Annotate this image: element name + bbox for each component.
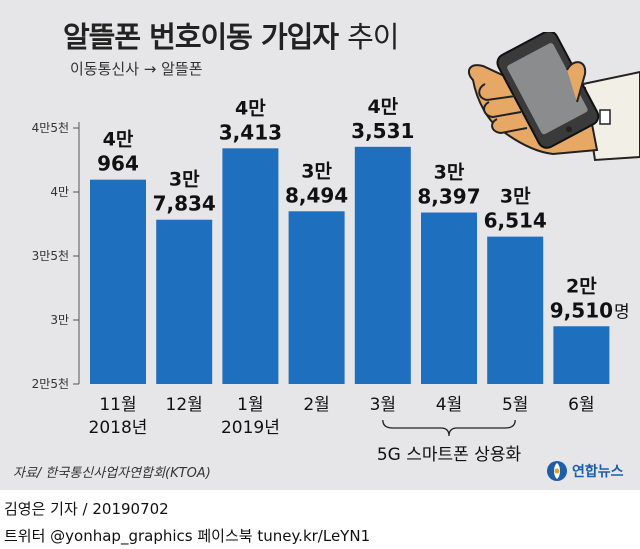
- value-label-bottom: 7,834: [153, 192, 216, 216]
- x-category-label: 1월: [237, 395, 263, 415]
- byline: 김영은 기자 / 20190702: [4, 500, 169, 518]
- value-label-top: 3만: [301, 160, 332, 182]
- x-year-label: 2018년: [89, 418, 148, 438]
- annotation-text: 5G 스마트폰 상용화: [377, 445, 522, 465]
- annotation-bracket: [382, 419, 516, 437]
- x-category-label: 2월: [303, 395, 329, 415]
- value-label-top: 3만: [169, 169, 200, 191]
- value-label-top: 4만: [235, 97, 266, 119]
- hand-holding-phone-illustration: [467, 32, 640, 162]
- bars-layer: [73, 122, 610, 385]
- x-category-label: 12월: [166, 395, 203, 415]
- y-tick-label: 2만5천: [32, 376, 69, 391]
- value-label-bottom: 8,397: [417, 185, 480, 209]
- bar-4: [288, 211, 345, 384]
- x-year-label: 2019년: [221, 418, 280, 438]
- bar-5: [354, 146, 411, 384]
- y-tick-label: 3만5천: [32, 248, 69, 263]
- bar-3: [222, 148, 279, 384]
- value-label-bottom: 964: [97, 152, 139, 176]
- y-tick-label: 4만: [50, 185, 69, 199]
- value-label-bottom: 9,510: [550, 298, 613, 322]
- x-category-label: 5월: [502, 395, 528, 415]
- bar-1: [90, 179, 146, 384]
- value-label-bottom: 6,514: [484, 209, 547, 233]
- x-category-label: 4월: [436, 395, 462, 415]
- x-category-label: 3월: [370, 395, 396, 415]
- bar-6: [421, 212, 477, 384]
- bar-chart: 2만5천3만3만5천4만4만5천4만96411월3만7,83412월4만3,41…: [32, 96, 630, 465]
- value-label-bottom: 8,494: [285, 183, 348, 207]
- x-category-label: 11월: [99, 395, 136, 415]
- value-label-bottom: 3,531: [351, 119, 414, 143]
- value-label-top: 3만: [500, 186, 531, 208]
- title-suffix: 추이: [347, 20, 399, 54]
- bar-2: [156, 219, 213, 384]
- chart-subtitle: 이동통신사 → 알뜰폰: [70, 60, 203, 78]
- bar-7: [487, 236, 544, 384]
- value-label-top: 4만: [367, 96, 398, 118]
- y-tick-label: 4만5천: [32, 120, 69, 135]
- value-label-top: 4만: [103, 129, 134, 151]
- yonhap-logo: 연합뉴스: [546, 458, 624, 484]
- value-label-top: 3만: [434, 162, 465, 184]
- chart-title: 알뜰폰 번호이동 가입자 추이: [63, 14, 399, 56]
- value-label-bottom: 3,413: [219, 120, 282, 144]
- social-handles: 트위터 @yonhap_graphics 페이스북 tuney.kr/LeYN1: [4, 527, 371, 545]
- value-label-top: 2만: [566, 275, 597, 297]
- bar-8: [553, 326, 610, 384]
- yonhap-logo-text: 연합뉴스: [572, 464, 624, 480]
- yonhap-logo-icon: [547, 461, 567, 481]
- value-unit-label: 명: [614, 302, 630, 322]
- x-category-label: 6월: [568, 395, 594, 415]
- labels-layer: 2만5천3만3만5천4만4만5천4만96411월3만7,83412월4만3,41…: [32, 96, 630, 465]
- source-note: 자료/ 한국통신사업자연합회(KTOA): [13, 466, 211, 481]
- y-tick-label: 3만: [50, 313, 69, 327]
- title-main: 알뜰폰 번호이동 가입자: [63, 20, 339, 54]
